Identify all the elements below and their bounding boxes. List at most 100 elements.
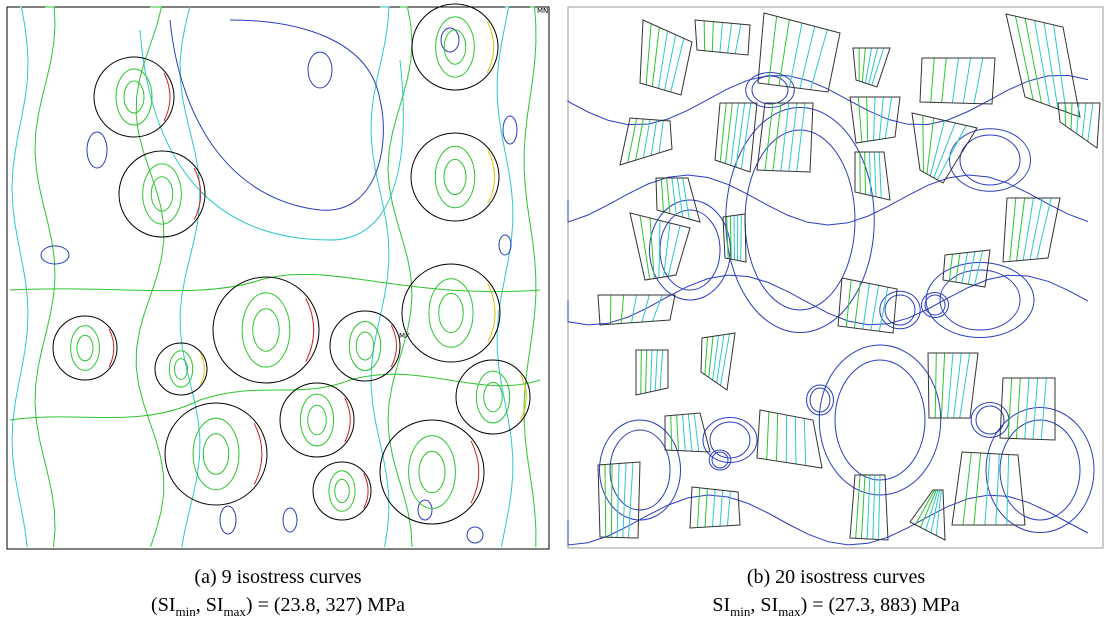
- contour: [417, 499, 433, 521]
- inclusion: [911, 112, 978, 184]
- inclusion: [411, 3, 499, 91]
- contour: [726, 216, 729, 259]
- contour: [363, 473, 369, 509]
- inclusion: [909, 489, 946, 541]
- contour: [1043, 22, 1059, 110]
- contour: [740, 102, 752, 170]
- text: , SI: [195, 594, 224, 616]
- contour: [959, 352, 971, 419]
- contour: [1015, 16, 1034, 101]
- contour: [725, 107, 875, 333]
- contour: [523, 6, 537, 548]
- text: (SI: [151, 594, 176, 616]
- contour: [682, 414, 686, 451]
- contour: [664, 34, 677, 91]
- inclusion: [756, 409, 823, 469]
- inclusion: [942, 249, 991, 288]
- inclusion: [118, 150, 206, 238]
- contour: [869, 151, 872, 196]
- contour: [776, 413, 779, 462]
- contour: [1053, 24, 1067, 113]
- contour: [640, 349, 642, 394]
- inclusion: [455, 359, 531, 435]
- contour: [933, 122, 956, 178]
- contour: [1024, 18, 1042, 104]
- contour: [253, 423, 263, 485]
- contour: [766, 411, 770, 460]
- contour: [520, 374, 527, 420]
- contour: [946, 352, 954, 419]
- text: ) = (27.3, 883) MPa: [800, 594, 960, 616]
- contour: [498, 234, 512, 256]
- contour: [307, 404, 327, 436]
- contour: [803, 418, 807, 466]
- min-marker: MN: [537, 7, 548, 15]
- inclusion: [694, 19, 751, 56]
- text: , SI: [750, 594, 779, 616]
- contour: [878, 474, 881, 540]
- contour: [1009, 197, 1017, 262]
- contour: [962, 57, 972, 104]
- contour: [487, 150, 496, 204]
- contour: [192, 417, 240, 491]
- contour: [200, 353, 205, 385]
- contour: [443, 29, 467, 65]
- contour: [953, 352, 962, 419]
- contour: [1006, 454, 1010, 526]
- contour: [169, 19, 384, 211]
- inclusion: [635, 349, 669, 396]
- contour: [704, 488, 708, 528]
- contour: [139, 29, 404, 241]
- contour: [609, 429, 671, 511]
- contour: [1032, 377, 1039, 440]
- contour: [930, 57, 935, 103]
- contour: [676, 414, 679, 451]
- contour: [150, 176, 174, 212]
- contour: [642, 119, 651, 158]
- contour: [955, 253, 961, 283]
- contour: [307, 51, 333, 89]
- contour: [666, 177, 671, 214]
- contour: [622, 462, 627, 538]
- inclusion: [52, 315, 118, 381]
- panel-a-plot: [9, 3, 541, 548]
- contour: [878, 96, 884, 140]
- contour: [1016, 377, 1021, 439]
- contour: [1040, 377, 1047, 440]
- contour: [924, 294, 946, 316]
- contour: [985, 407, 1095, 533]
- contour: [299, 393, 335, 447]
- inclusion: [919, 57, 996, 105]
- contour: [649, 349, 653, 392]
- contour: [639, 215, 651, 280]
- contour: [974, 250, 983, 286]
- contour: [387, 6, 413, 548]
- panel-b-frame: [567, 6, 1104, 549]
- contour: [999, 419, 1081, 521]
- contour: [649, 199, 731, 301]
- contour: [660, 177, 664, 212]
- contour: [610, 463, 613, 538]
- contour: [645, 349, 648, 393]
- contour: [868, 47, 879, 85]
- contour: [657, 30, 668, 89]
- inclusion: [849, 96, 901, 144]
- contour: [567, 174, 1089, 226]
- contour: [1029, 197, 1043, 260]
- contour: [1076, 102, 1080, 134]
- contour: [860, 474, 866, 539]
- inclusion: [849, 474, 889, 541]
- contour: [951, 57, 959, 103]
- contour: [9, 273, 541, 293]
- contour: [873, 96, 876, 141]
- contour: [727, 491, 731, 526]
- inclusion: [854, 151, 891, 201]
- contour: [654, 349, 658, 391]
- inclusion: [1057, 102, 1101, 149]
- contour: [1024, 377, 1030, 439]
- contour: [649, 217, 655, 279]
- contour: [440, 27, 460, 53]
- contour: [418, 450, 446, 494]
- contour: [719, 22, 723, 53]
- contour: [716, 334, 725, 383]
